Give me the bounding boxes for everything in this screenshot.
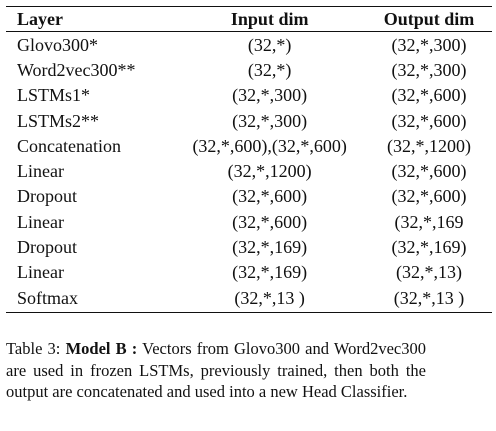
table-body: Glovo300* (32,*) (32,*,300) Word2vec300** (3… — [6, 32, 492, 313]
caption-text: Vectors from Glovo300 and Word2vec300 ar… — [6, 339, 426, 401]
cell-input-dim: (32,*,600) — [232, 186, 308, 207]
cell-layer: Softmax — [6, 284, 174, 313]
table-caption: Table 3: Model B : Vectors from Glovo300… — [6, 338, 426, 403]
cell-layer: Word2vec300** — [17, 59, 136, 80]
results-table-container: Layer Input dim Output dim Glovo300* (32,… — [6, 6, 492, 313]
cell-input-dim: (32,*) — [247, 34, 292, 55]
table-row: Linear (32,*,600) (32,*,169 — [6, 209, 492, 234]
header-input-dim: Input dim — [173, 6, 366, 32]
cell-layer: Concatenation — [17, 135, 121, 156]
table-row: Linear (32,*,1200) (32,*,600) — [6, 158, 492, 183]
table-header-row: Layer Input dim Output dim — [6, 6, 492, 32]
cell-output-dim: (32,*,300) — [391, 34, 467, 55]
cell-layer: Glovo300* — [17, 34, 98, 55]
caption-model-name: Model B : — [65, 339, 138, 358]
cell-input-dim: (32,*,13 ) — [173, 284, 366, 313]
table-row: Concatenation (32,*,600),(32,*,600) (32,*,… — [6, 133, 492, 158]
cell-input-dim: (32,*,300) — [232, 85, 308, 106]
header-layer: Layer — [6, 6, 174, 32]
table-row: LSTMs2** (32,*,300) (32,*,600) — [6, 108, 492, 133]
cell-output-dim: (32,*,1200) — [386, 135, 471, 156]
cell-layer: LSTMs2** — [17, 110, 100, 131]
cell-output-dim: (32,*,600) — [391, 161, 467, 182]
cell-input-dim: (32,*,600) — [232, 211, 308, 232]
table-row: Glovo300* (32,*) (32,*,300) — [6, 32, 492, 58]
cell-input-dim: (32,*) — [247, 59, 292, 80]
cell-output-dim: (32,*,13) — [395, 262, 462, 283]
cell-output-dim: (32,*,13 ) — [365, 284, 492, 313]
table-row: Softmax (32,*,13 ) (32,*,13 ) — [6, 284, 492, 313]
caption-label: Table 3: — [6, 339, 61, 358]
table-row: Dropout (32,*,600) (32,*,600) — [6, 184, 492, 209]
table-row: Word2vec300** (32,*) (32,*,300) — [6, 57, 492, 82]
header-output-dim: Output dim — [365, 6, 492, 32]
cell-input-dim: (32,*,600),(32,*,600) — [192, 135, 347, 156]
cell-input-dim: (32,*,1200) — [227, 161, 312, 182]
cell-layer: Dropout — [17, 186, 77, 207]
cell-output-dim: (32,*,600) — [391, 85, 467, 106]
table-row: Linear (32,*,169) (32,*,13) — [6, 260, 492, 285]
cell-input-dim: (32,*,300) — [232, 110, 308, 131]
cell-layer: Linear — [17, 262, 64, 283]
cell-layer: LSTMs1* — [17, 85, 91, 106]
cell-output-dim: (32,*,169) — [391, 237, 467, 258]
table-row: Dropout (32,*,169) (32,*,169) — [6, 234, 492, 259]
cell-layer: Linear — [17, 211, 64, 232]
cell-input-dim: (32,*,169) — [232, 262, 308, 283]
cell-output-dim: (32,*,300) — [391, 59, 467, 80]
cell-output-dim: (32,*,600) — [391, 110, 467, 131]
cell-input-dim: (32,*,169) — [232, 237, 308, 258]
cell-output-dim: (32,*,600) — [391, 186, 467, 207]
cell-layer: Linear — [17, 161, 64, 182]
cell-layer: Dropout — [17, 237, 77, 258]
table-row: LSTMs1* (32,*,300) (32,*,600) — [6, 83, 492, 108]
cell-output-dim: (32,*,169 — [394, 211, 464, 232]
model-architecture-table: Layer Input dim Output dim Glovo300* (32,… — [6, 6, 492, 313]
